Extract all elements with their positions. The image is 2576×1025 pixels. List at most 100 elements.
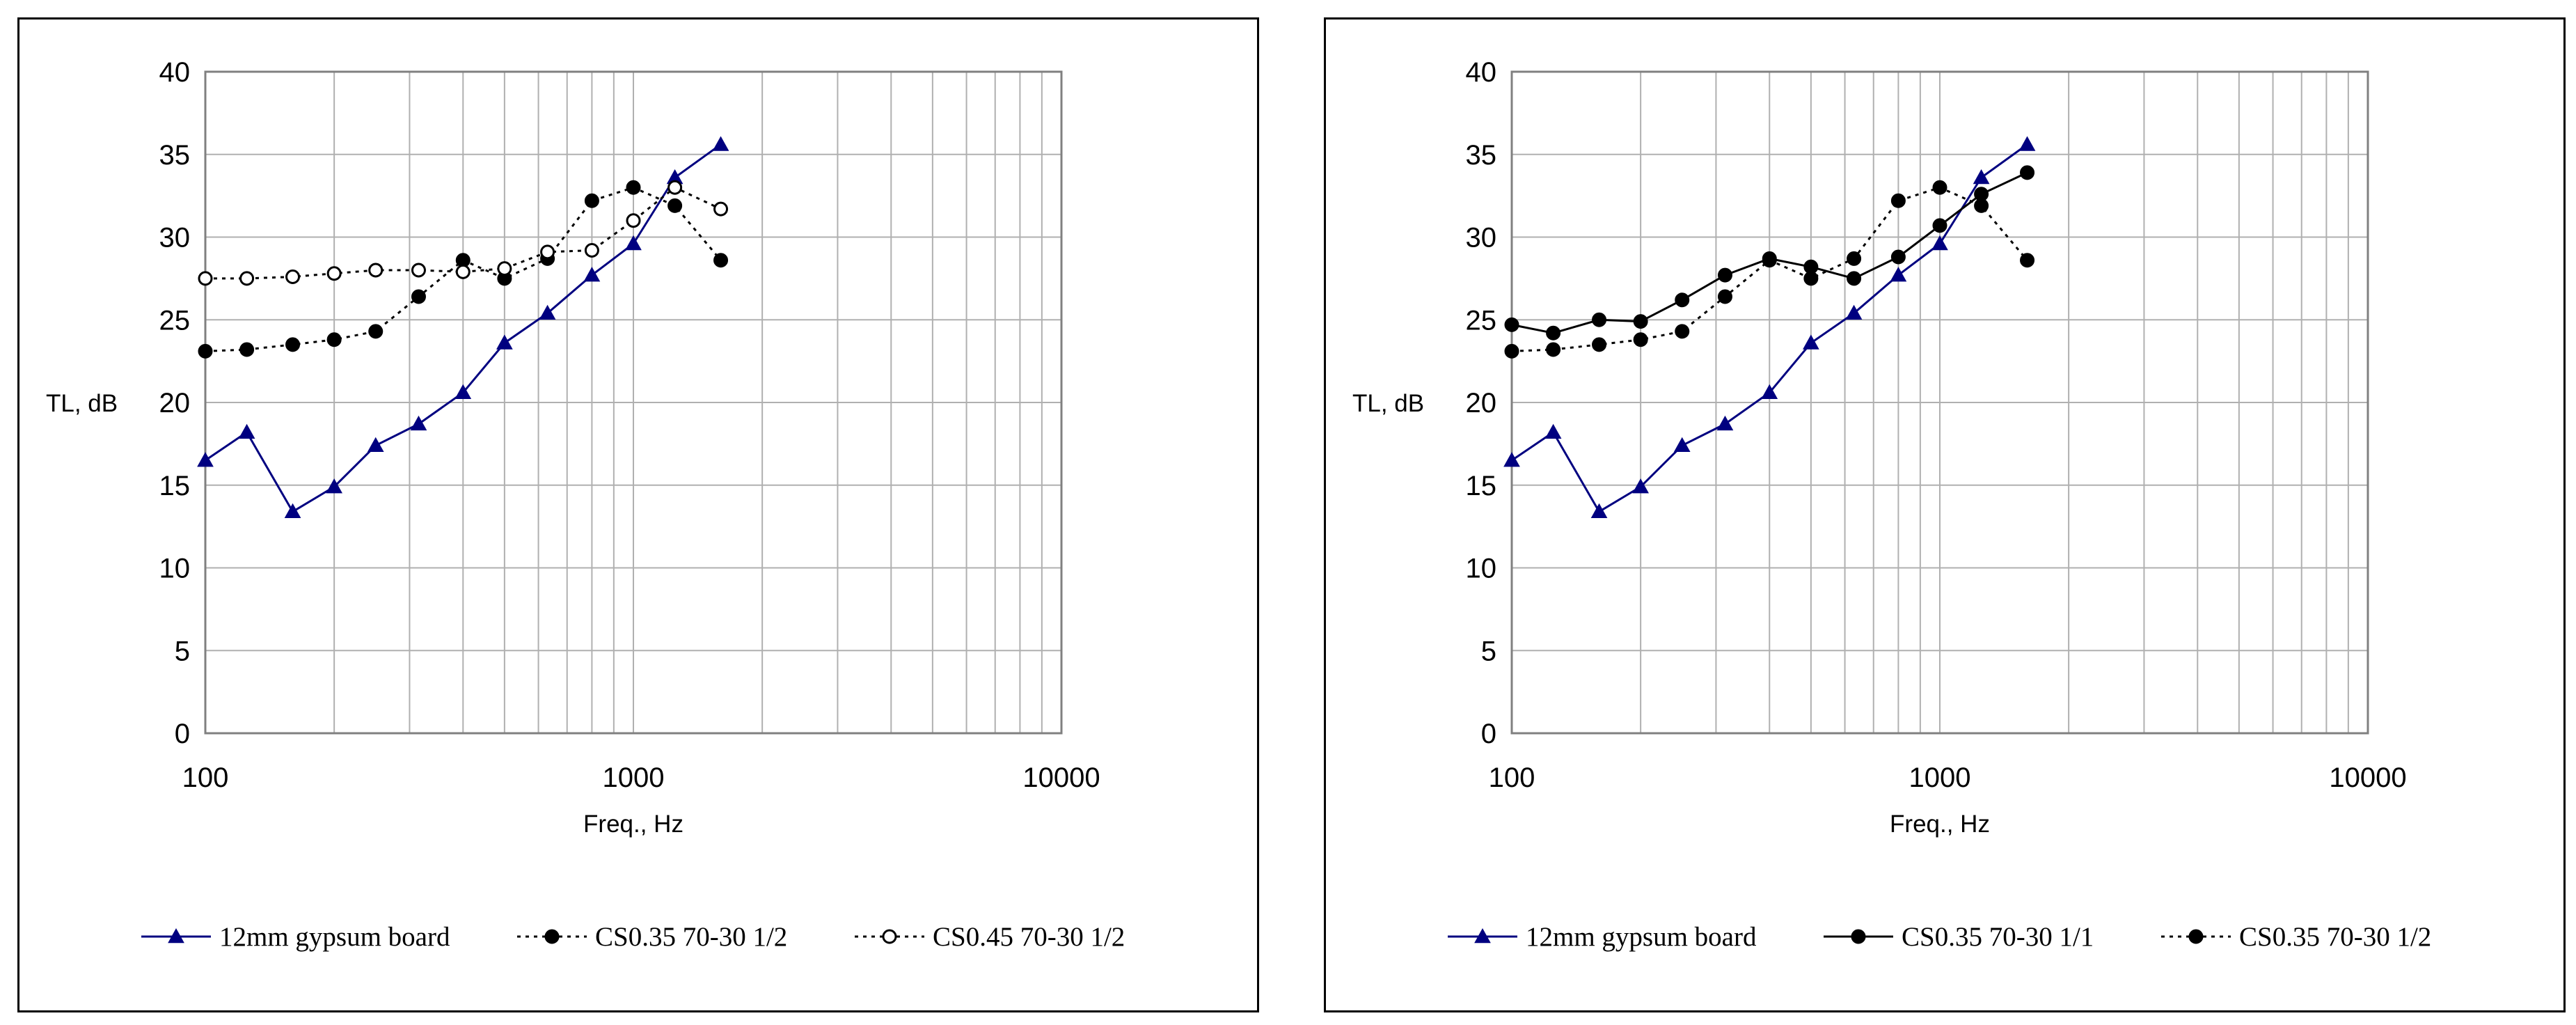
y-tick-label: 35 [1466, 140, 1497, 171]
y-tick-label: 15 [1466, 471, 1497, 501]
legend-label: CS0.45 70-30 1/2 [933, 922, 1125, 952]
y-axis-title: TL, dB [46, 390, 118, 417]
y-tick-label: 5 [175, 636, 190, 666]
legend-label: CS0.35 70-30 1/2 [2239, 922, 2431, 952]
data-point [285, 269, 301, 284]
data-point [1847, 251, 1862, 266]
y-tick-label: 35 [159, 140, 191, 171]
data-point [1504, 317, 1519, 332]
legend-label: CS0.35 70-30 1/2 [595, 922, 787, 952]
data-point [713, 253, 729, 268]
data-point [539, 304, 556, 320]
y-tick-label: 0 [1481, 719, 1496, 749]
data-point [1974, 198, 1989, 213]
data-point [496, 334, 513, 350]
data-point [284, 503, 301, 519]
data-point [410, 415, 427, 431]
data-point [198, 271, 213, 286]
data-point [626, 180, 641, 195]
data-point [368, 263, 384, 278]
data-point [1592, 337, 1607, 352]
legend-marker [168, 928, 184, 944]
data-point [1931, 235, 1948, 251]
series-3-right [1504, 180, 2035, 359]
x-tick-label: 1000 [603, 762, 665, 793]
y-tick-label: 5 [1481, 636, 1496, 666]
legend-label: CS0.35 70-30 1/1 [1902, 922, 2094, 952]
data-point [1762, 253, 1777, 268]
legend-left: 12mm gypsum board CS0.35 70-30 1/2 CS0.45 … [141, 922, 1125, 952]
y-tick-label: 25 [1466, 305, 1497, 336]
data-point [1673, 437, 1691, 453]
data-point [1716, 415, 1734, 431]
data-point [1632, 478, 1649, 494]
data-point [540, 244, 555, 260]
data-point [1847, 271, 1862, 286]
y-tick-label: 30 [1466, 223, 1497, 253]
x-tick-label: 1000 [1909, 762, 1971, 793]
data-point [1546, 325, 1561, 341]
data-point [455, 264, 471, 279]
data-point [326, 266, 342, 281]
data-point [1761, 384, 1778, 400]
plot-frame-right [1510, 70, 2369, 735]
data-point [667, 198, 683, 213]
y-tick-label: 25 [159, 305, 191, 336]
legend-marker [1474, 928, 1491, 944]
legend-item: CS0.35 70-30 1/2 [2161, 922, 2431, 952]
grid-left [205, 72, 1061, 733]
data-point [1592, 312, 1607, 327]
legend-item: 12mm gypsum board [1448, 922, 1757, 952]
data-point [1504, 343, 1519, 359]
data-point [584, 243, 599, 258]
chart-svg-right: 0 5 10 15 20 25 30 35 40 100 1000 10000 Freq., Hz TL,… [1352, 57, 2431, 952]
legend-marker [1851, 929, 1866, 944]
data-point [626, 213, 641, 228]
data-point [198, 343, 213, 359]
chart-svg-left: 0 5 10 15 20 25 30 35 40 100 1000 10000 Freq., Hz TL,… [46, 57, 1125, 952]
data-point [326, 478, 342, 494]
legend-right: 12mm gypsum board CS0.35 70-30 1/1 CS0.35 … [1448, 922, 2431, 952]
data-point [1803, 334, 1819, 350]
y-tick-label: 10 [159, 554, 191, 584]
data-point [1633, 314, 1648, 329]
y-tick-label: 20 [159, 388, 191, 418]
data-point [497, 261, 512, 276]
legend-label: 12mm gypsum board [1526, 922, 1757, 952]
series-1-left [197, 136, 729, 519]
data-point [1932, 180, 1947, 195]
data-point [285, 337, 301, 352]
data-point [455, 384, 472, 400]
data-point [411, 263, 426, 278]
legend-item: CS0.45 70-30 1/2 [855, 922, 1125, 952]
data-point [2018, 136, 2036, 151]
chart-panel-left: 0 5 10 15 20 25 30 35 40 100 1000 10000 Freq., Hz TL,… [17, 17, 1259, 1012]
data-point [584, 193, 599, 208]
x-tick-label: 10000 [2329, 762, 2406, 793]
data-point [1890, 267, 1907, 282]
x-axis-title: Freq., Hz [583, 811, 683, 838]
data-point [1932, 218, 1947, 233]
legend-item: CS0.35 70-30 1/1 [1824, 922, 2094, 952]
data-point [712, 136, 729, 151]
series-2-left [198, 180, 729, 359]
y-tick-label: 40 [159, 57, 191, 88]
y-tick-label: 10 [1466, 554, 1497, 584]
data-point [1544, 423, 1562, 439]
data-point [1845, 304, 1863, 320]
data-point [411, 289, 426, 304]
data-point [625, 235, 642, 251]
y-tick-label: 0 [175, 719, 190, 749]
data-point [2020, 253, 2035, 268]
data-point [667, 180, 683, 195]
data-point [238, 423, 255, 439]
data-point [2020, 165, 2035, 180]
y-tick-label: 30 [159, 223, 191, 253]
data-point [326, 332, 342, 347]
data-point [367, 437, 384, 453]
legend-item: 12mm gypsum board [141, 922, 450, 952]
data-point [1675, 324, 1690, 339]
data-point [1803, 271, 1819, 286]
data-point [1717, 289, 1732, 304]
series-3-left [198, 180, 729, 286]
